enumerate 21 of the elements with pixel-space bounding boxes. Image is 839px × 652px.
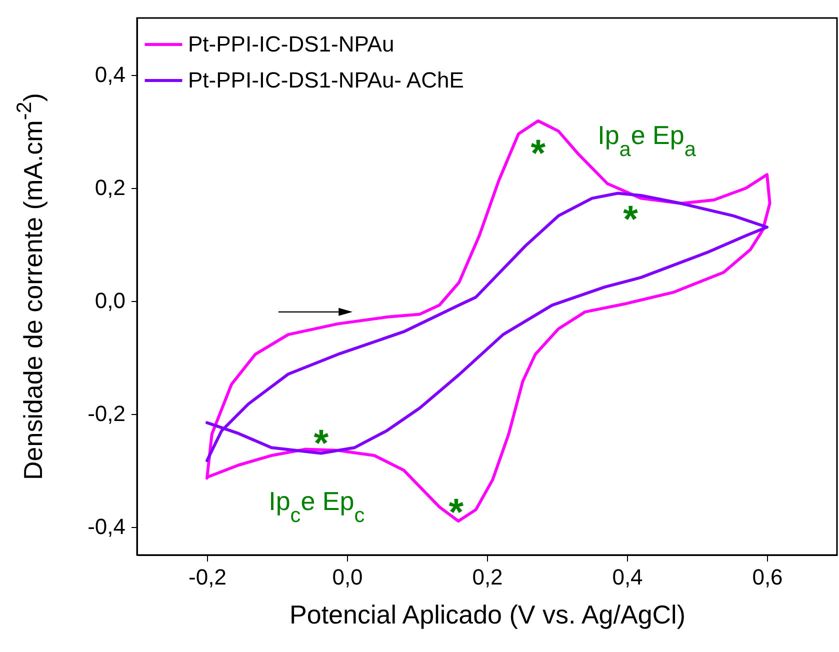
y-tick-label: 0,2	[94, 175, 126, 200]
line-series	[206, 192, 768, 462]
annotation: *	[530, 133, 546, 176]
x-tick-label: -0,2	[188, 564, 226, 590]
x-tick-label: 0,0	[332, 564, 363, 590]
annotation: *	[314, 423, 329, 466]
x-axis-title: Potencial Aplicado (V vs. Ag/AgCl)	[290, 600, 686, 630]
x-tick-label: 0,4	[612, 564, 643, 590]
y-tick-label: -0,2	[88, 401, 126, 426]
annotation: *	[623, 199, 638, 242]
x-tick-label: 0,2	[472, 564, 503, 590]
x-tick-label: 0,6	[752, 564, 783, 590]
legend-label: Pt-PPI-IC-DS1-NPAu- AChE	[188, 68, 464, 92]
y-tick-label: -0,4	[88, 514, 126, 540]
annotation: *	[448, 492, 464, 534]
y-tick-label: 0,0	[94, 288, 126, 314]
y-tick-label: 0,4	[94, 62, 126, 88]
legend-label: Pt-PPI-IC-DS1-NPAu	[188, 32, 394, 56]
annotation: Ip$_{c}$e Ep$_{c}$	[268, 486, 365, 526]
line-series	[206, 119, 772, 523]
annotation: Ip$_{a}$e Ep$_{a}$	[598, 120, 696, 161]
